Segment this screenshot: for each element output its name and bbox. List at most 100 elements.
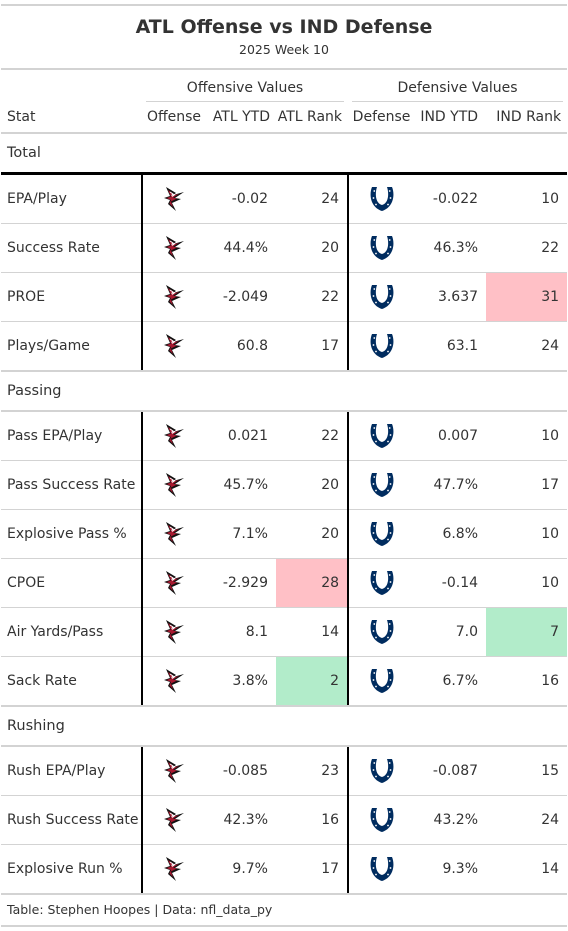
atl-ytd-value: 8.1 [206,607,276,657]
falcons-logo-icon [160,522,190,546]
stat-label: Air Yards/Pass [1,607,142,657]
offense-logo-cell [141,173,206,224]
column-header-row: Stat Offense ATL YTD ATL Rank Defense IN… [1,102,568,134]
group-row-rushing: Rushing [1,706,568,747]
source-note: Table: Stephen Hoopes | Data: nfl_data_p… [1,895,567,927]
falcons-logo-icon [160,334,190,358]
defense-logo-cell [347,321,416,372]
table-row: Explosive Pass % 7.1% 20 6.8% 10 [1,509,568,559]
table-subtitle: 2025 Week 10 [239,42,329,57]
stat-label: Pass EPA/Play [1,411,142,461]
defense-logo-cell [347,607,416,657]
stats-table: Offensive Values Defensive Values Stat O… [1,70,568,895]
falcons-logo-icon [160,857,190,881]
spanner-offensive-values: Offensive Values [146,80,345,102]
group-row-passing: Passing [1,371,568,412]
atl-rank-value: 23 [276,746,349,796]
atl-ytd-value: 9.7% [206,844,276,895]
table-row: Plays/Game 60.8 17 63.1 24 [1,321,568,372]
defense-logo-cell [347,558,416,608]
falcons-logo-icon [160,424,190,448]
column-header-stat: Stat [1,102,142,134]
offense-logo-cell [141,272,206,322]
ind-ytd-value: 6.8% [415,509,487,559]
defense-logo-cell [347,272,416,322]
column-header-ind-rank: IND Rank [486,102,568,134]
stat-label: EPA/Play [1,173,142,224]
table-row: Air Yards/Pass 8.1 14 7.0 7 [1,607,568,657]
column-header-offense: Offense [142,102,206,134]
defense-logo-cell [347,411,416,461]
defense-logo-cell [347,173,416,224]
atl-rank-value: 17 [276,321,349,372]
group-row-total: Total [1,133,568,175]
ind-ytd-value: 3.637 [415,272,487,322]
offense-logo-cell [141,746,206,796]
atl-ytd-value: -2.929 [206,558,276,608]
falcons-logo-icon [160,669,190,693]
atl-rank-value: 14 [276,607,349,657]
group-label: Total [1,133,568,175]
falcons-logo-icon [160,236,190,260]
ind-rank-value: 10 [486,173,568,224]
offense-logo-cell [141,607,206,657]
table-row: Rush EPA/Play -0.085 23 -0.087 15 [1,746,568,796]
stat-label: Plays/Game [1,321,142,372]
stat-label: CPOE [1,558,142,608]
colts-horseshoe-icon [367,857,397,881]
column-header-defense: Defense [348,102,416,134]
atl-rank-value: 22 [276,272,349,322]
ind-rank-value: 22 [486,223,568,273]
colts-horseshoe-icon [367,473,397,497]
colts-horseshoe-icon [367,424,397,448]
defense-logo-cell [347,509,416,559]
ind-ytd-value: 0.007 [415,411,487,461]
offense-logo-cell [141,558,206,608]
stat-label: Sack Rate [1,656,142,707]
falcons-logo-icon [160,808,190,832]
offense-logo-cell [141,460,206,510]
spanner-defensive-values: Defensive Values [352,80,564,102]
offense-logo-cell [141,795,206,845]
ind-rank-value: 14 [486,844,568,895]
table-row: EPA/Play -0.02 24 -0.022 10 [1,173,568,224]
ind-ytd-value: 46.3% [415,223,487,273]
column-header-atl-rank: ATL Rank [276,102,349,134]
falcons-logo-icon [160,285,190,309]
colts-horseshoe-icon [367,571,397,595]
atl-ytd-value: -0.02 [206,173,276,224]
atl-rank-value: 24 [276,173,349,224]
table-row: CPOE -2.929 28 -0.14 10 [1,558,568,608]
defense-logo-cell [347,656,416,707]
ind-ytd-value: 47.7% [415,460,487,510]
atl-rank-value: 20 [276,223,349,273]
stats-table-container: ATL Offense vs IND Defense 2025 Week 10 … [1,4,568,927]
stat-label: Explosive Pass % [1,509,142,559]
atl-ytd-value: 7.1% [206,509,276,559]
group-label: Rushing [1,706,568,747]
ind-rank-value: 15 [486,746,568,796]
falcons-logo-icon [160,759,190,783]
table-body: Total EPA/Play -0.02 24 -0.022 10 Success Ra… [1,133,568,895]
ind-rank-value: 7 [486,607,568,657]
defense-logo-cell [347,746,416,796]
ind-ytd-value: 9.3% [415,844,487,895]
ind-ytd-value: 7.0 [415,607,487,657]
ind-rank-value: 31 [486,272,568,322]
defense-logo-cell [347,223,416,273]
atl-ytd-value: -0.085 [206,746,276,796]
ind-ytd-value: -0.087 [415,746,487,796]
stat-label: Rush EPA/Play [1,746,142,796]
atl-ytd-value: 0.021 [206,411,276,461]
ind-rank-value: 24 [486,321,568,372]
ind-rank-value: 17 [486,460,568,510]
ind-ytd-value: 63.1 [415,321,487,372]
title-rule [1,68,567,70]
offense-logo-cell [141,411,206,461]
offense-logo-cell [141,844,206,895]
falcons-logo-icon [160,620,190,644]
ind-ytd-value: -0.14 [415,558,487,608]
table-row: Explosive Run % 9.7% 17 9.3% 14 [1,844,568,895]
offense-logo-cell [141,321,206,372]
ind-rank-value: 10 [486,411,568,461]
